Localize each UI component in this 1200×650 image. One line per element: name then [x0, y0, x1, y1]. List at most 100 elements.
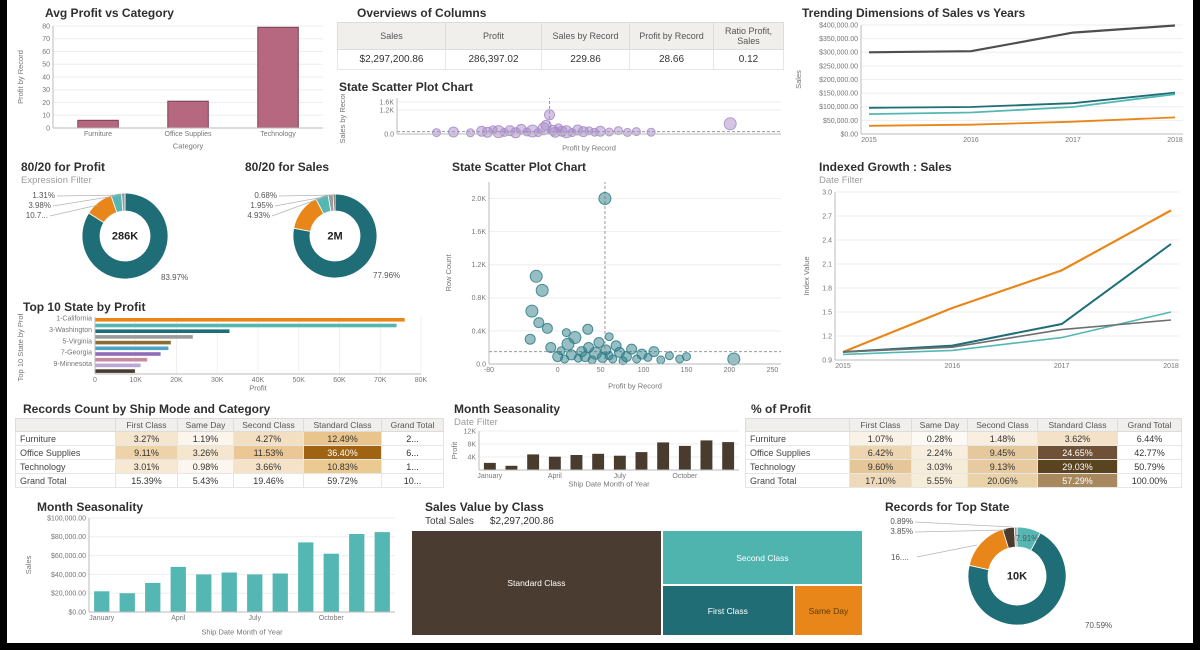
table-cell[interactable]: 1... — [381, 459, 444, 474]
donut-slice[interactable] — [1013, 526, 1018, 548]
treemap-node[interactable]: Same Day — [793, 585, 863, 636]
records-count-table[interactable]: First Class Same Day Second Class Standard … — [15, 418, 445, 496]
bar[interactable] — [527, 454, 540, 470]
bar[interactable] — [635, 452, 648, 470]
scatter-point[interactable] — [525, 304, 539, 318]
bar[interactable] — [323, 553, 339, 612]
bar[interactable] — [95, 357, 148, 362]
table-cell[interactable]: 2.24% — [911, 445, 968, 460]
scatter-point[interactable] — [682, 352, 691, 362]
table-cell[interactable]: 5.43% — [177, 473, 234, 488]
scatter-point[interactable] — [626, 343, 638, 355]
top10-state-hbar-chart[interactable]: 0 10K 20K 30K 40K 50K 60K 70K 80K 1-California 3-W… — [15, 314, 435, 392]
table-cell[interactable]: 19.46% — [233, 473, 304, 488]
bar[interactable] — [95, 346, 169, 351]
treemap-node[interactable]: First Class — [661, 585, 794, 636]
indexed-growth-line-chart[interactable]: 0.9 1.2 1.5 1.8 2.1 2.4 2.7 3.0 2015 2016 2017 2018… — [801, 186, 1193, 380]
bar[interactable] — [700, 440, 713, 470]
scatter-point[interactable] — [648, 346, 660, 358]
table-cell[interactable]: 9.45% — [967, 445, 1038, 460]
bar[interactable] — [505, 465, 518, 470]
scatter-point[interactable] — [432, 128, 441, 138]
bar[interactable] — [272, 573, 288, 613]
scatter-point[interactable] — [723, 117, 737, 131]
bar[interactable] — [483, 462, 496, 470]
scatter-point[interactable] — [545, 342, 557, 353]
pct-of-profit-table[interactable]: First Class Same Day Second Class Standard … — [745, 418, 1193, 496]
overview-columns-table[interactable]: Sales Profit Sales by Record Profit by Reco… — [337, 22, 795, 74]
bar[interactable] — [678, 445, 691, 470]
donut-slice[interactable] — [968, 528, 1010, 571]
bar[interactable] — [167, 100, 209, 129]
line-series[interactable] — [868, 24, 1176, 54]
bar[interactable] — [95, 363, 141, 368]
scatter-point[interactable] — [541, 322, 553, 334]
donut-slice[interactable] — [332, 193, 336, 212]
table-cell[interactable]: 59.72% — [303, 473, 382, 488]
scatter-point[interactable] — [465, 128, 475, 138]
table-cell[interactable]: 10.83% — [303, 459, 382, 474]
bar[interactable] — [77, 119, 119, 129]
bar[interactable] — [95, 335, 193, 339]
line-series[interactable] — [842, 209, 1172, 354]
scatter-point[interactable] — [613, 126, 623, 136]
bar[interactable] — [722, 442, 735, 470]
bar[interactable] — [95, 369, 135, 373]
sales-class-treemap[interactable]: Standard Class Second Class First Class Sam… — [411, 530, 863, 636]
table-cell[interactable]: 3.01% — [115, 459, 178, 474]
table-cell[interactable]: 0.28% — [911, 431, 968, 446]
table-cell[interactable]: 0.12 — [713, 49, 784, 70]
table-cell[interactable]: 6.42% — [849, 445, 912, 460]
line-series[interactable] — [868, 91, 1176, 109]
table-cell[interactable]: 12.49% — [303, 431, 382, 446]
table-cell[interactable]: 1.48% — [967, 431, 1038, 446]
bar[interactable] — [95, 323, 397, 328]
scatter-point[interactable] — [643, 352, 653, 362]
scatter-point[interactable] — [529, 269, 543, 283]
table-cell[interactable]: 3.62% — [1037, 431, 1118, 446]
bar[interactable] — [170, 566, 186, 612]
table-cell[interactable]: 3.66% — [233, 459, 304, 474]
table-cell[interactable]: 24.65% — [1037, 445, 1118, 460]
avg-profit-bar-chart[interactable]: 0 10 20 30 40 50 60 70 80 Furniture Office Supplie… — [15, 20, 333, 150]
table-cell[interactable]: 3.26% — [177, 445, 234, 460]
top-state-donut-chart[interactable]: 0.89% 3.85% 16.... 7.91% 70.59% 10K — [871, 514, 1193, 636]
table-cell[interactable]: $2,297,200.86 — [337, 49, 446, 70]
profit-donut-chart[interactable]: 1.31% 3.98% 10.7... 83.97% 286K — [15, 186, 231, 288]
table-cell[interactable]: 9.13% — [967, 459, 1038, 474]
table-cell[interactable]: 3.27% — [115, 431, 178, 446]
bar[interactable] — [95, 352, 161, 356]
line-series[interactable] — [842, 319, 1172, 353]
scatter-point[interactable] — [620, 351, 632, 363]
bar[interactable] — [119, 593, 135, 612]
scatter-point[interactable] — [524, 333, 536, 345]
scatter-point[interactable] — [448, 126, 459, 138]
table-cell[interactable]: 9.11% — [115, 445, 178, 460]
table-cell[interactable]: 2... — [381, 431, 444, 446]
bar[interactable] — [349, 534, 365, 612]
line-series[interactable] — [868, 116, 1176, 127]
donut-slice[interactable] — [121, 192, 126, 212]
table-cell[interactable]: 36.40% — [303, 445, 382, 460]
bar[interactable] — [94, 591, 110, 612]
table-cell[interactable]: 1.07% — [849, 431, 912, 446]
table-cell[interactable]: 15.39% — [115, 473, 178, 488]
donut-slice[interactable] — [81, 192, 169, 280]
scatter-point[interactable] — [604, 332, 614, 342]
month-profit-bar-chart[interactable]: 4K 8K 12K January April July October Ship Date … — [449, 428, 747, 488]
table-cell[interactable]: 6.44% — [1117, 431, 1182, 446]
trending-sales-line-chart[interactable]: $0.00 $50,000.00 $100,000.00 $150,000.00 $20… — [793, 20, 1193, 152]
scatter-point[interactable] — [582, 323, 594, 335]
bar[interactable] — [298, 542, 314, 612]
scatter-point[interactable] — [568, 331, 582, 344]
table-cell[interactable]: 42.77% — [1117, 445, 1182, 460]
scatter-point[interactable] — [535, 283, 549, 297]
bar[interactable] — [257, 26, 299, 129]
scatter-point[interactable] — [544, 109, 555, 121]
table-cell[interactable]: 286,397.02 — [445, 49, 542, 70]
sales-donut-chart[interactable]: 0.68% 1.95% 4.93% 77.96% 2M — [235, 186, 431, 288]
scatter-point[interactable] — [598, 192, 612, 205]
bar[interactable] — [657, 442, 670, 470]
bar[interactable] — [592, 453, 605, 471]
table-cell[interactable]: 17.10% — [849, 473, 912, 488]
